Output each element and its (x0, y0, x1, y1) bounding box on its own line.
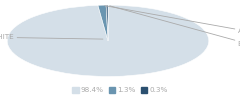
Wedge shape (98, 5, 108, 41)
Wedge shape (106, 5, 108, 41)
Text: WHITE: WHITE (0, 34, 103, 40)
Wedge shape (7, 5, 209, 76)
Legend: 98.4%, 1.3%, 0.3%: 98.4%, 1.3%, 0.3% (69, 84, 171, 96)
Text: BLACK: BLACK (110, 6, 240, 47)
Text: ASIAN: ASIAN (105, 6, 240, 34)
